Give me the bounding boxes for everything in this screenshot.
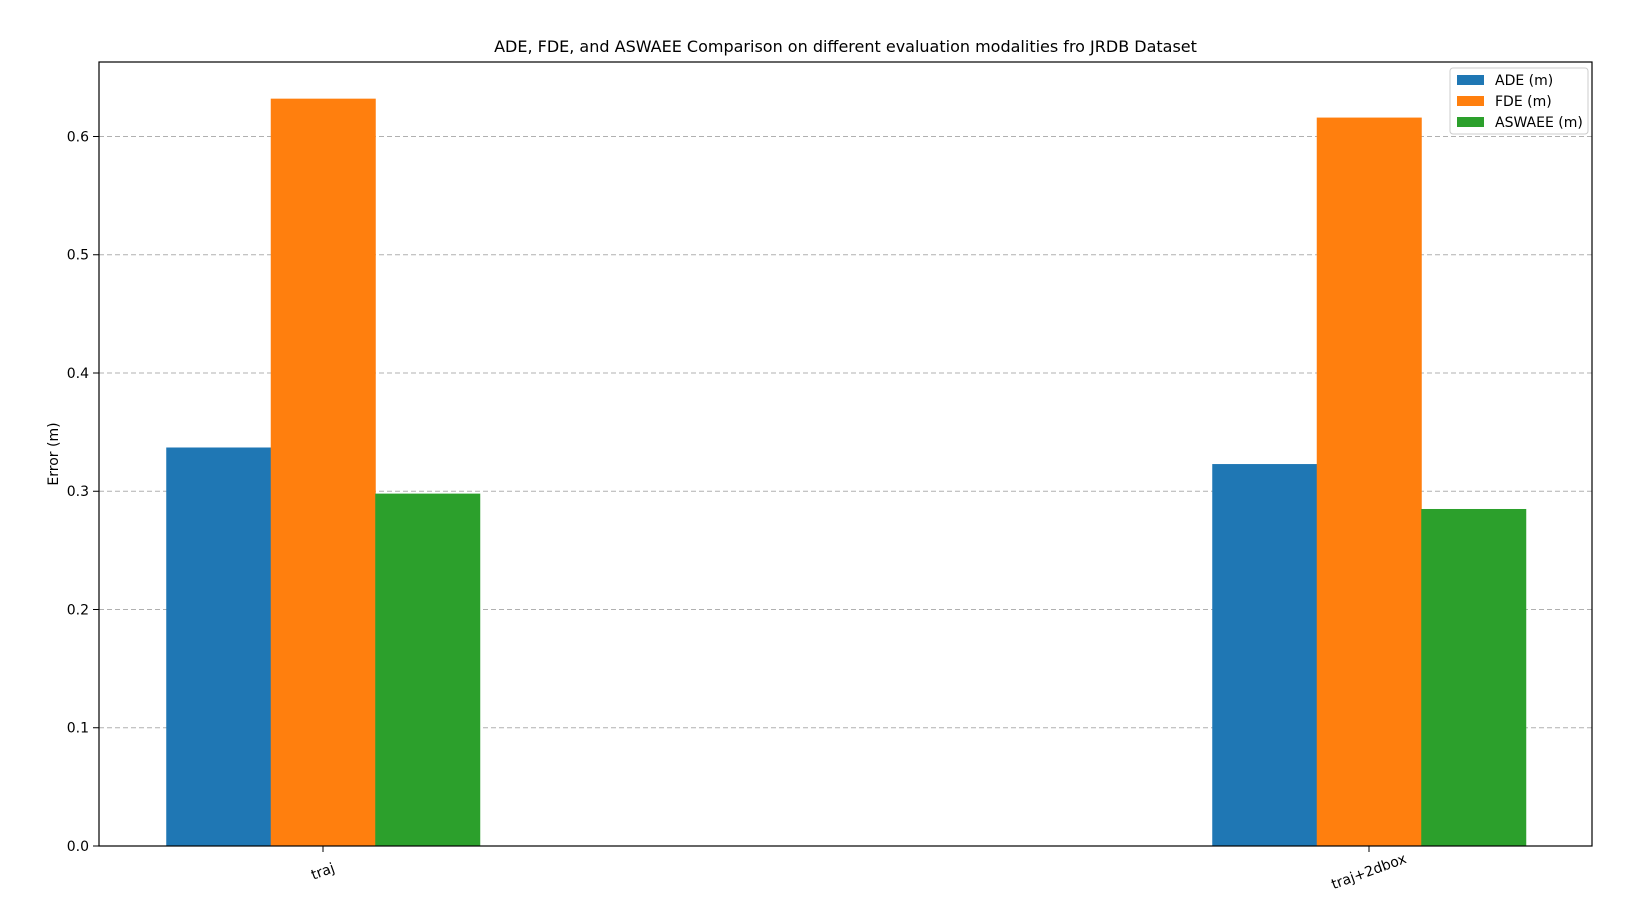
legend-swatch <box>1457 96 1484 106</box>
legend-label: FDE (m) <box>1495 94 1552 110</box>
y-tick-label: 0.3 <box>67 484 89 500</box>
y-axis-label: Error (m) <box>46 422 62 485</box>
bar-ade-1 <box>166 447 272 846</box>
legend: ADE (m) FDE (m) ASWAEE (m) <box>1449 67 1589 135</box>
legend-label: ADE (m) <box>1495 73 1553 89</box>
bar-aswaee-2 <box>1421 508 1527 846</box>
bar-fde-2 <box>1316 117 1422 846</box>
y-tick-label: 0.4 <box>67 366 89 382</box>
x-tick-label: traj <box>309 860 337 883</box>
legend-label: ASWAEE (m) <box>1495 115 1583 131</box>
legend-box <box>1449 67 1589 135</box>
bar-fde-1 <box>270 98 376 847</box>
y-axis: 0.0 0.1 0.2 0.3 0.4 0.5 0.6 <box>67 129 99 855</box>
x-axis: traj traj+2dbox <box>309 846 1409 893</box>
x-tick-label: traj+2dbox <box>1329 851 1408 893</box>
y-tick-label: 0.1 <box>67 721 89 737</box>
legend-swatch <box>1457 117 1484 127</box>
y-tick-label: 0.6 <box>67 129 89 145</box>
chart-title: ADE, FDE, and ASWAEE Comparison on diffe… <box>494 37 1197 56</box>
plot-frame <box>98 61 1593 847</box>
legend-swatch <box>1457 75 1484 85</box>
bar-aswaee-1 <box>375 493 481 846</box>
y-tick-label: 0.0 <box>67 839 89 855</box>
bars <box>166 98 1527 847</box>
bar-ade-2 <box>1212 464 1318 846</box>
y-tick-label: 0.5 <box>67 248 89 264</box>
y-tick-label: 0.2 <box>67 602 89 618</box>
